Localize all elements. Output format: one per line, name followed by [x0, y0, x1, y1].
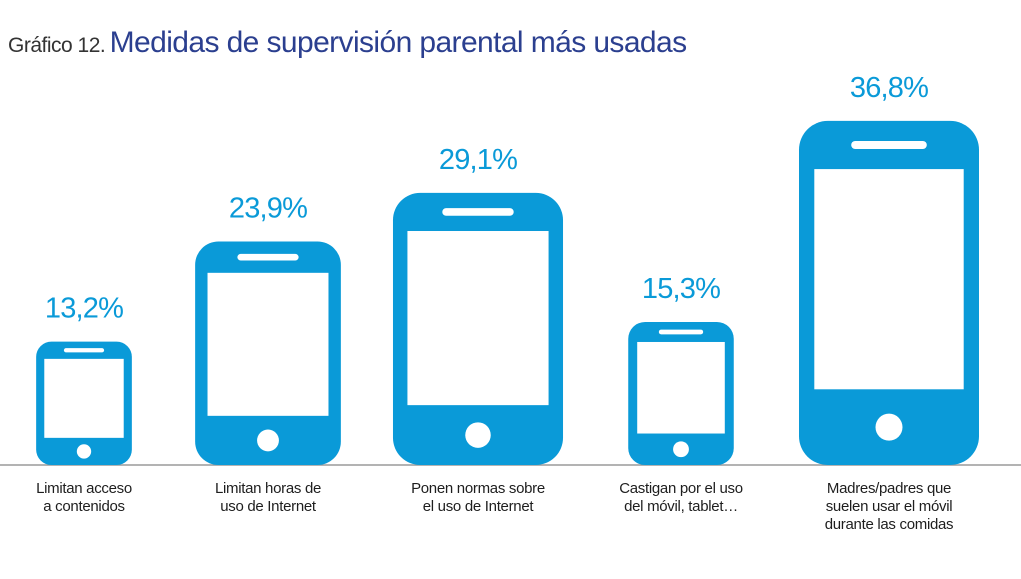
- phone-speaker: [658, 329, 704, 335]
- phone-home-button: [257, 429, 279, 452]
- value-label: 29,1%: [439, 144, 517, 176]
- value-label: 23,9%: [229, 193, 307, 225]
- phone-home-button: [875, 413, 903, 441]
- phone-speaker: [851, 140, 927, 150]
- chart-title-prefix: Gráfico 12.: [8, 34, 106, 57]
- category-label: Limitan acceso a contenidos: [0, 480, 169, 516]
- category-label-line: a contenidos: [43, 498, 125, 515]
- phone-speaker: [442, 208, 514, 216]
- phone-home-button: [673, 441, 689, 458]
- value-label: 15,3%: [642, 273, 720, 305]
- phone-bar: [628, 321, 734, 465]
- phone-screen: [814, 169, 964, 390]
- category-label-line: el uso de Internet: [422, 498, 534, 515]
- category-label: Castigan por el uso del móvil, tablet…: [596, 480, 766, 516]
- category-label-line: Ponen normas sobre: [411, 480, 545, 497]
- phone-home-button: [465, 422, 491, 448]
- category-label: Limitan horas de uso de Internet: [183, 480, 353, 516]
- category-label: Madres/padres que suelen usar el móvil dur…: [804, 480, 974, 534]
- category-label-line: durante las comidas: [824, 516, 954, 533]
- value-label: 13,2%: [45, 293, 123, 325]
- category-label-line: del móvil, tablet…: [624, 498, 738, 515]
- chart-title-main: Medidas de supervisión parental más usad…: [109, 26, 687, 59]
- phone-speaker: [63, 348, 105, 353]
- category-label-line: Castigan por el uso: [619, 480, 743, 497]
- phone-speaker: [237, 253, 299, 261]
- phone-screen: [407, 231, 549, 406]
- phone-bar: [36, 341, 132, 465]
- category-label-line: Limitan acceso: [36, 480, 132, 497]
- phone-screen: [637, 341, 725, 434]
- category-label-line: suelen usar el móvil: [825, 498, 953, 515]
- category-label-line: uso de Internet: [220, 498, 316, 515]
- phone-screen: [44, 358, 124, 438]
- phone-bar: [195, 241, 341, 465]
- category-label-line: Madres/padres que: [826, 480, 952, 497]
- value-label: 36,8%: [850, 72, 928, 104]
- category-label: Ponen normas sobre el uso de Internet: [393, 480, 563, 516]
- phone-bar: [799, 120, 979, 466]
- phone-home-button: [76, 444, 92, 459]
- chart-title: Gráfico 12. Medidas de supervisión paren…: [8, 26, 687, 60]
- phone-bar: [392, 192, 564, 466]
- category-label-line: Limitan horas de: [214, 480, 322, 497]
- phone-screen: [207, 272, 329, 416]
